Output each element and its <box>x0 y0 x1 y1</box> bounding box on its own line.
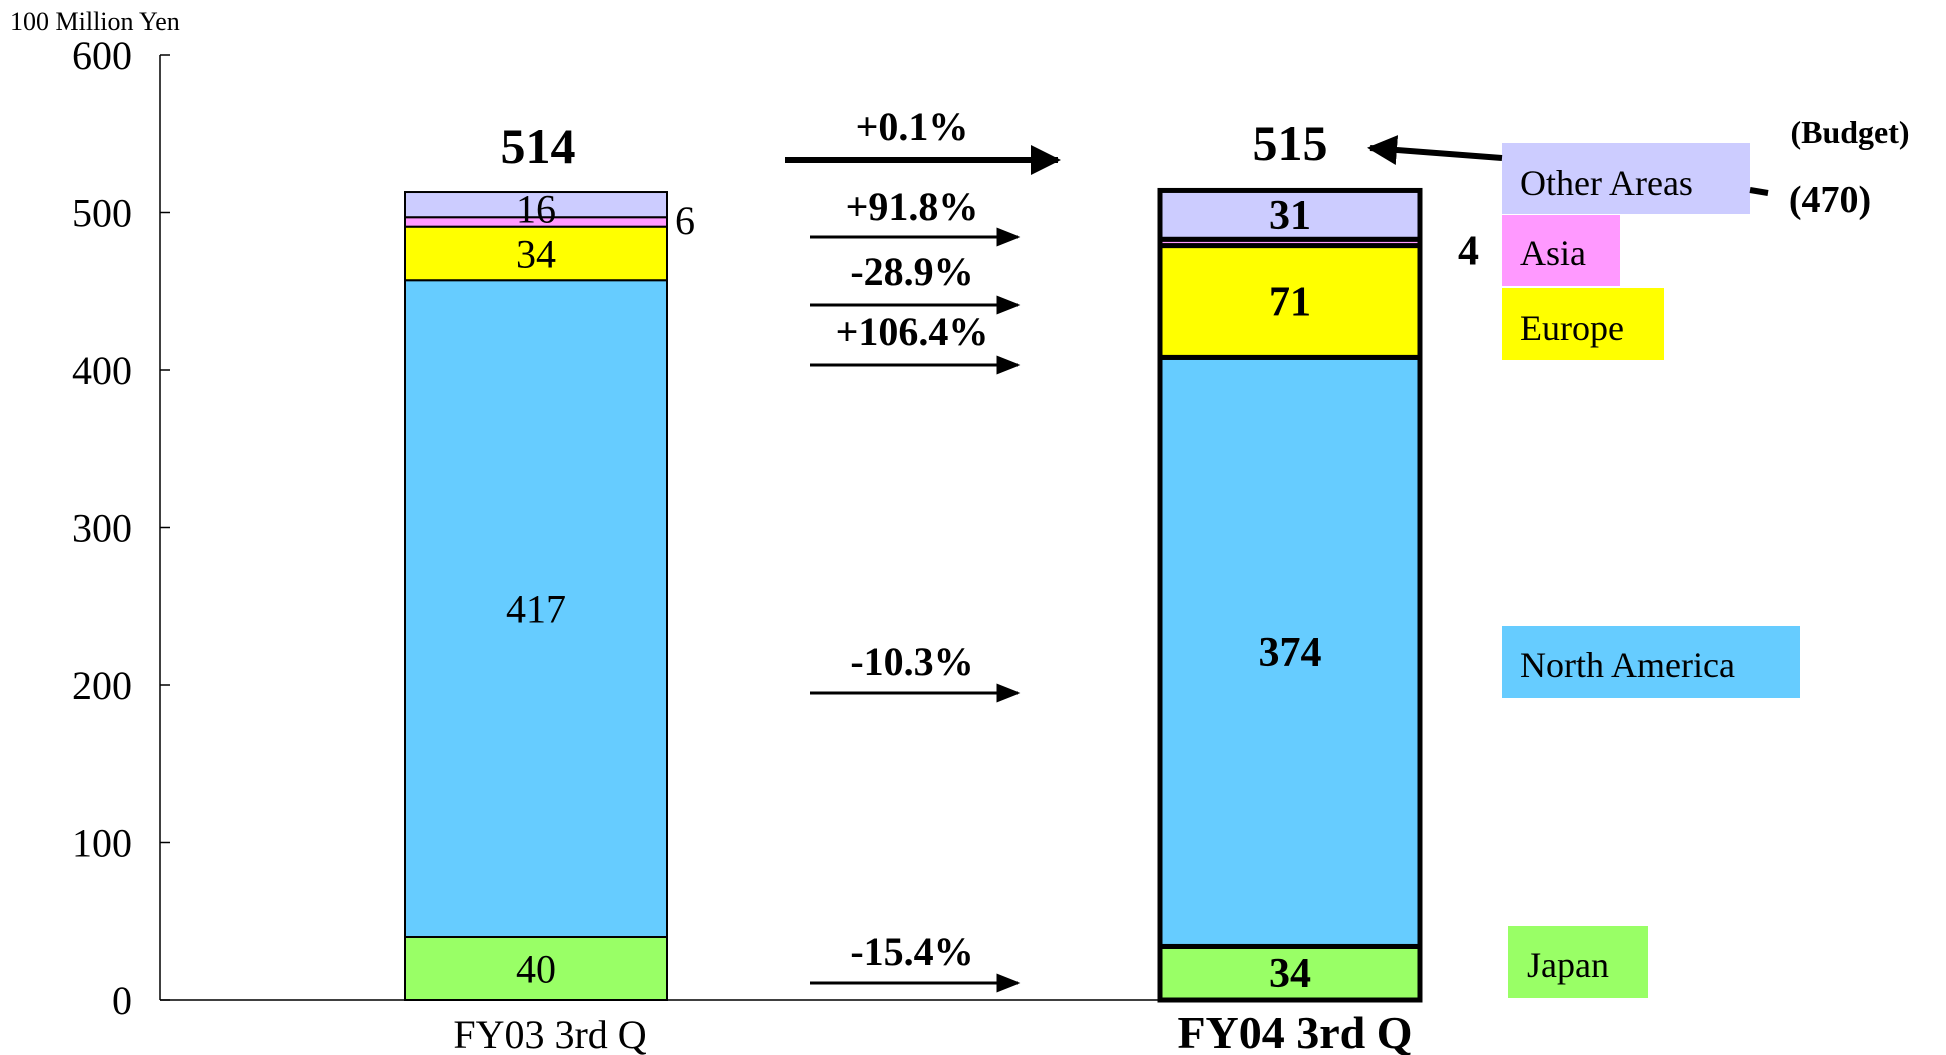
legend: Other Areas Asia Europe North America Ja… <box>1502 143 1800 998</box>
bar-segment-fy04-japan <box>1157 943 1423 1003</box>
change-label-japan: -15.4% <box>850 929 973 974</box>
bar-segment-fy03-north-america <box>404 279 668 939</box>
bar-segment-fy03-japan <box>404 936 668 1001</box>
data-label-fy04-asia: 4 <box>1458 228 1479 274</box>
data-label-fy03-other-areas: 16 <box>516 187 556 232</box>
y-tick-label-100: 100 <box>72 821 132 866</box>
bar-segment-fy04-other-areas <box>1157 187 1423 242</box>
change-arrows <box>785 145 1061 993</box>
change-label-north-america: -10.3% <box>850 639 973 684</box>
change-labels: +0.1% +91.8% -28.9% +106.4% -10.3% -15.4… <box>836 104 989 974</box>
budget-connector <box>1749 187 1769 196</box>
legend-label-north-america: North America <box>1520 645 1735 685</box>
legend-swatch-north-america <box>1502 626 1800 698</box>
y-tick-label-0: 0 <box>112 978 132 1023</box>
budget-arrow <box>1367 135 1503 165</box>
bar-segment-fy03-other-areas <box>404 191 668 219</box>
change-label-asia: -28.9% <box>850 249 973 294</box>
y-axis-unit-label: 100 Million Yen <box>10 7 180 36</box>
budget-label: (Budget) <box>1790 114 1909 150</box>
data-label-fy04-north-america: 374 <box>1259 630 1322 676</box>
total-label-fy04: 515 <box>1253 115 1328 171</box>
data-label-fy03-japan: 40 <box>516 947 556 992</box>
bar-segment-fy04-north-america <box>1157 354 1423 949</box>
legend-label-europe: Europe <box>1520 308 1624 348</box>
bar-segment-fy03-europe <box>404 225 668 282</box>
total-label-fy03: 514 <box>501 118 576 174</box>
category-label-fy03: FY03 3rd Q <box>453 1012 646 1055</box>
budget-annotation: (Budget) (470) <box>1367 114 1910 221</box>
legend-label-asia: Asia <box>1520 233 1586 273</box>
data-label-fy04-other-areas: 31 <box>1269 193 1311 239</box>
legend-swatch-other-areas <box>1502 143 1750 214</box>
budget-value: (470) <box>1789 179 1871 221</box>
legend-label-japan: Japan <box>1527 945 1609 985</box>
y-tick-label-400: 400 <box>72 348 132 393</box>
y-tick-label-300: 300 <box>72 506 132 551</box>
y-axis-ticks: 0 100 200 300 400 500 600 <box>72 33 170 1023</box>
data-label-fy04-japan: 34 <box>1269 951 1311 997</box>
y-tick-label-500: 500 <box>72 191 132 236</box>
data-label-fy03-north-america: 417 <box>506 587 566 632</box>
change-label-total: +0.1% <box>856 104 969 149</box>
category-label-fy04: FY04 3rd Q <box>1177 1007 1412 1055</box>
legend-label-other-areas: Other Areas <box>1520 163 1693 203</box>
change-label-europe: +106.4% <box>836 309 989 354</box>
legend-swatch-europe <box>1502 288 1664 360</box>
y-tick-label-200: 200 <box>72 663 132 708</box>
data-label-fy03-europe: 34 <box>516 231 556 276</box>
legend-swatch-asia <box>1502 215 1620 286</box>
data-label-fy04-europe: 71 <box>1269 279 1311 325</box>
change-label-other-areas: +91.8% <box>846 184 979 229</box>
data-label-fy03-asia: 6 <box>675 198 695 243</box>
y-tick-label-600: 600 <box>72 33 132 78</box>
legend-swatch-japan <box>1508 926 1648 998</box>
